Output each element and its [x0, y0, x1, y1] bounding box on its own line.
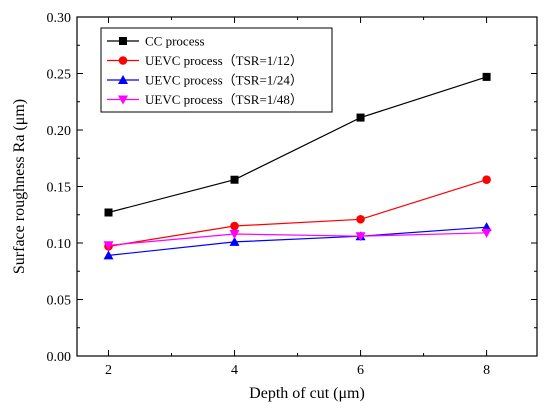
- legend-label: UEVC process（TSR=1/12）: [145, 53, 303, 68]
- data-point: [103, 250, 114, 260]
- x-axis-title: Depth of cut (μm): [249, 385, 365, 402]
- x-tick-label: 4: [231, 363, 238, 378]
- y-tick-label: 0.10: [47, 237, 72, 252]
- legend-item: UEVC process（TSR=1/24）: [107, 73, 303, 88]
- legend-label: CC process: [145, 34, 205, 49]
- x-axis: 2 4 6 8: [105, 17, 490, 378]
- data-point: [229, 236, 240, 246]
- series-2: [104, 175, 491, 251]
- data-point: [229, 229, 240, 239]
- series-line: [108, 232, 487, 246]
- data-point: [230, 221, 239, 231]
- data-point: [482, 72, 491, 81]
- data-point: [356, 113, 365, 122]
- data-point: [355, 232, 366, 242]
- data-point: [103, 241, 114, 251]
- data-point: [481, 228, 492, 238]
- data-point: [230, 175, 239, 184]
- series-4: [103, 228, 492, 251]
- legend-swatch-marker: [118, 95, 128, 105]
- legend-item: UEVC process（TSR=1/12）: [107, 53, 303, 68]
- y-tick-label: 0.25: [47, 68, 72, 83]
- series-line: [108, 179, 487, 247]
- legend-item: CC process: [107, 34, 205, 49]
- series-line: [108, 226, 487, 256]
- legend: CC process UEVC process（TSR=1/12） UEVC pro…: [100, 27, 333, 113]
- y-tick-label: 0.15: [47, 181, 72, 196]
- y-tick-label: 0.00: [47, 350, 72, 365]
- legend-label: UEVC process（TSR=1/48）: [145, 92, 303, 107]
- series-1: [104, 72, 491, 217]
- y-axis-title: Surface roughness Ra (μm): [11, 99, 28, 274]
- legend-swatch-marker: [119, 37, 127, 45]
- series-line: [108, 76, 487, 214]
- y-tick-label: 0.05: [47, 294, 72, 309]
- x-tick-label: 6: [357, 363, 364, 378]
- x-tick-label: 8: [483, 363, 490, 378]
- data-point: [356, 214, 365, 224]
- legend-box: [100, 27, 333, 113]
- legend-swatch-marker: [118, 56, 128, 65]
- data-point: [104, 208, 113, 217]
- y-tick-label: 0.20: [47, 124, 72, 139]
- legend-item: UEVC process（TSR=1/48）: [107, 92, 303, 107]
- series-layer: [103, 72, 492, 260]
- data-point: [482, 175, 491, 185]
- x-tick-label: 2: [105, 363, 112, 378]
- y-axis: 0.00 0.05 0.10 0.15 0.20 0.25 0.30: [47, 11, 537, 365]
- legend-label: UEVC process（TSR=1/24）: [145, 73, 303, 88]
- legend-swatch-marker: [118, 75, 128, 84]
- y-tick-label: 0.30: [47, 11, 72, 26]
